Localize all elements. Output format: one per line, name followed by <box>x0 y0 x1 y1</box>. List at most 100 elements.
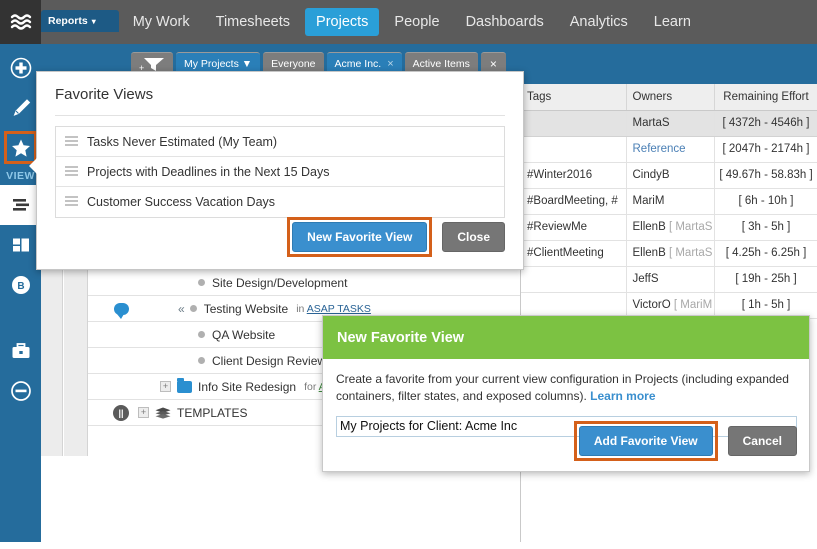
favorite-views-dialog: Favorite Views Tasks Never Estimated (My… <box>36 71 524 270</box>
chevron-down-icon: ▾ <box>91 16 96 26</box>
tree-row-meta: in ASAP TASKS <box>296 303 371 315</box>
top-navigation-bar: Home My Work Timesheets Projects People … <box>0 0 817 44</box>
view-lines-icon[interactable] <box>0 185 41 225</box>
projects-data-table: Tags Owners Remaining Effort MartaS [ 43… <box>520 84 817 542</box>
cell-effort: [ 49.67h - 58.83h ] <box>714 162 817 189</box>
nav-item-learn[interactable]: Learn <box>653 14 691 30</box>
nav-item-analytics[interactable]: Analytics <box>569 14 628 30</box>
nav-item-projects[interactable]: Projects <box>305 8 380 36</box>
favorite-view-label: Tasks Never Estimated (My Team) <box>87 134 278 149</box>
cell-effort: [ 1h - 5h ] <box>714 292 817 319</box>
baseline-b-icon[interactable]: B <box>0 265 41 305</box>
new-favorite-view-button[interactable]: New Favorite View <box>292 222 428 252</box>
edit-pencil-icon[interactable] <box>0 88 41 128</box>
owner-name: EllenB <box>632 247 666 259</box>
favorite-view-label: Projects with Deadlines in the Next 15 D… <box>87 164 330 179</box>
column-header-tags[interactable]: Tags <box>521 84 627 111</box>
expand-plus-icon[interactable]: + <box>160 381 171 392</box>
add-circle-svg <box>10 57 31 79</box>
meta-link-asap-tasks[interactable]: ASAP TASKS <box>306 302 371 315</box>
edit-pencil-svg <box>13 99 30 116</box>
list-item[interactable]: Customer Success Vacation Days <box>56 187 504 217</box>
drag-handle-icon[interactable] <box>65 196 78 208</box>
filter-tab-my-projects[interactable]: My Projects ▼ <box>176 52 261 75</box>
cell-tags <box>521 110 627 137</box>
learn-more-link[interactable]: Learn more <box>590 389 656 404</box>
left-icon-rail: VIEW B <box>0 44 41 542</box>
table-row[interactable]: #ReviewMe EllenB [ MartaS ] [ 3h - 5h ] <box>521 214 817 241</box>
filter-funnel-tab[interactable]: + <box>131 52 173 75</box>
filter-tab-everyone[interactable]: Everyone <box>263 52 324 75</box>
expand-plus-icon[interactable]: + <box>138 407 149 418</box>
owner-name-link[interactable]: Reference <box>632 143 686 155</box>
close-icon[interactable]: × <box>387 58 394 70</box>
cell-tags: #Winter2016 <box>521 162 627 189</box>
filter-tab-active-items[interactable]: Active Items <box>404 52 478 75</box>
filter-tab-acme-inc[interactable]: Acme Inc. × <box>326 52 402 75</box>
table-row[interactable]: #ClientMeeting EllenB [ MartaS ] [ 4.25h… <box>521 240 817 267</box>
tree-row-label: Testing Website <box>203 301 289 316</box>
cell-effort: [ 19h - 25h ] <box>714 266 817 293</box>
tree-row[interactable]: || + TEMPLATES <box>88 400 520 426</box>
grid-gutter-end <box>41 456 88 542</box>
briefcase-icon[interactable] <box>0 331 41 371</box>
tree-row-label: Client Design Review <box>212 353 327 368</box>
new-favorite-view-highlight: New Favorite View <box>287 217 433 257</box>
add-circle-icon[interactable] <box>0 48 41 88</box>
filter-tab-close-all[interactable]: × <box>480 52 506 75</box>
table-header-row: Tags Owners Remaining Effort <box>521 84 817 111</box>
reports-dropdown-button[interactable]: Reports ▾ <box>41 10 119 32</box>
tree-row[interactable]: Site Design/Development <box>88 270 520 296</box>
collapse-chevron-icon[interactable]: « <box>178 301 185 316</box>
tree-row[interactable]: Client Design Review <box>88 348 520 374</box>
column-header-remaining-effort[interactable]: Remaining Effort <box>714 84 817 111</box>
drag-handle-icon[interactable] <box>65 135 78 148</box>
meta-prefix: for <box>304 380 317 393</box>
add-favorite-view-button[interactable]: Add Favorite View <box>578 426 713 456</box>
owner-name: EllenB <box>632 221 666 233</box>
cell-effort: [ 2047h - 2174h ] <box>714 136 817 163</box>
task-bullet-icon <box>198 331 205 338</box>
layout-panels-icon[interactable] <box>0 225 41 265</box>
logo-waves-svg <box>10 13 31 30</box>
filter-tab-label: Active Items <box>412 58 470 70</box>
cell-owner: MartaS <box>626 110 715 137</box>
owner-name: MartaS <box>632 117 670 129</box>
rail-section-label-view: VIEW <box>6 170 35 182</box>
app-logo[interactable] <box>0 0 41 44</box>
cell-tags: #ClientMeeting <box>521 240 627 267</box>
main-nav-items: Home My Work Timesheets Projects People … <box>55 0 704 44</box>
briefcase-svg <box>12 343 29 358</box>
table-row[interactable]: #BoardMeeting, # MariM [ 6h - 10h ] <box>521 188 817 215</box>
tree-row[interactable]: QA Website <box>88 322 520 348</box>
column-header-owners[interactable]: Owners <box>626 84 715 111</box>
favorite-views-callout-tail <box>29 157 38 175</box>
nav-item-my-work[interactable]: My Work <box>132 14 190 30</box>
table-row[interactable]: JeffS [ 19h - 25h ] <box>521 266 817 293</box>
drag-handle-icon[interactable] <box>65 165 78 178</box>
cancel-button[interactable]: Cancel <box>727 426 797 456</box>
table-row[interactable]: Reference [ 2047h - 2174h ] <box>521 136 817 163</box>
new-favorite-view-dialog: New Favorite View Create a favorite from… <box>322 315 810 472</box>
minus-circle-icon[interactable] <box>0 371 41 411</box>
nav-item-dashboards[interactable]: Dashboards <box>465 14 544 30</box>
baseline-b-svg: B <box>11 276 30 294</box>
nav-item-timesheets[interactable]: Timesheets <box>215 14 291 30</box>
pause-icon[interactable]: || <box>113 404 129 421</box>
nav-item-people[interactable]: People <box>394 14 440 30</box>
divider <box>55 115 505 116</box>
tree-row[interactable]: « Testing Website in ASAP TASKS <box>88 296 520 322</box>
close-button[interactable]: Close <box>442 222 505 252</box>
svg-text:+: + <box>139 63 144 73</box>
new-favorite-view-description: Create a favorite from your current view… <box>336 371 796 406</box>
cell-owner: EllenB [ MartaS ] <box>626 214 715 241</box>
table-row[interactable]: #Winter2016 CindyB [ 49.67h - 58.83h ] <box>521 162 817 189</box>
comment-bubble-icon[interactable] <box>114 302 129 319</box>
table-row[interactable]: MartaS [ 4372h - 4546h ] <box>521 110 817 137</box>
cell-effort: [ 4372h - 4546h ] <box>714 110 817 137</box>
favorites-star-button[interactable] <box>0 128 41 168</box>
project-tree: Site Design/Development « Testing Websit… <box>88 84 520 542</box>
list-item[interactable]: Projects with Deadlines in the Next 15 D… <box>56 157 504 187</box>
list-item[interactable]: Tasks Never Estimated (My Team) <box>56 127 504 157</box>
meta-prefix: in <box>296 302 305 315</box>
